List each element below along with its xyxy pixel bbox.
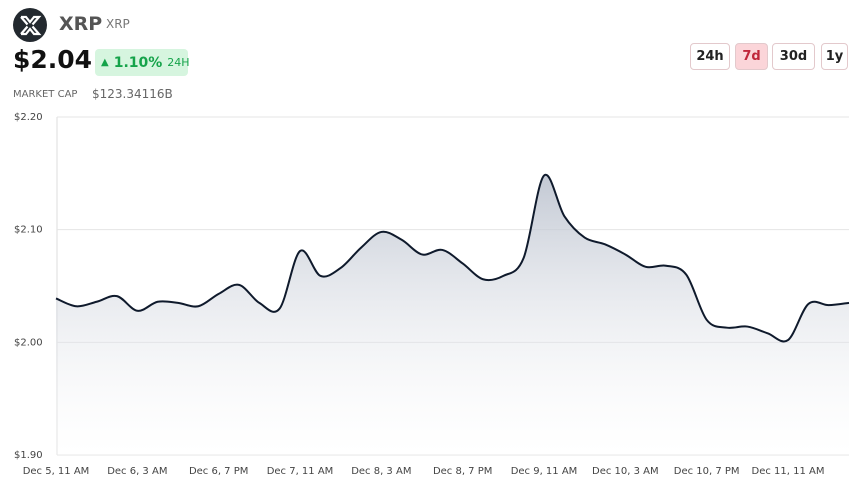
- y-tick-label: $2.00: [14, 337, 43, 348]
- y-tick-label: $2.10: [14, 225, 43, 236]
- area: [56, 174, 849, 455]
- price: $2.04: [13, 45, 93, 74]
- x-tick-label: Dec 8, 3 AM: [351, 466, 411, 477]
- x-tick-label: Dec 5, 11 AM: [23, 466, 90, 477]
- market-cap-label: MARKET CAP: [13, 89, 78, 100]
- y-tick-label: $2.20: [14, 112, 43, 123]
- change: 1.10%: [113, 54, 163, 71]
- x-tick-label: Dec 11, 11 AM: [752, 466, 825, 477]
- x-tick-label: Dec 6, 7 PM: [189, 466, 248, 477]
- change-badge: ▲ 1.10% 24H: [95, 49, 190, 76]
- market-cap: $123.34116B: [92, 87, 173, 101]
- x-tick-label: Dec 10, 7 PM: [674, 466, 740, 477]
- line: [55, 173, 850, 343]
- ticker: XRP: [106, 17, 130, 31]
- x-tick-label: Dec 6, 3 AM: [107, 466, 167, 477]
- range-button[interactable]: 30d: [772, 43, 815, 70]
- x-tick-label: Dec 10, 3 AM: [592, 466, 659, 477]
- symbol: XRP: [59, 13, 103, 35]
- y-tick-label: $1.90: [14, 450, 43, 461]
- x-tick-label: Dec 7, 11 AM: [267, 466, 334, 477]
- range-button[interactable]: 24h: [690, 43, 730, 70]
- x-tick-label: Dec 9, 11 AM: [511, 466, 578, 477]
- x-tick-label: Dec 8, 7 PM: [433, 466, 492, 477]
- logo: [13, 8, 47, 42]
- range-button[interactable]: 1y: [821, 43, 848, 70]
- change-period: 24H: [167, 56, 190, 69]
- range-button[interactable]: 7d: [735, 43, 768, 70]
